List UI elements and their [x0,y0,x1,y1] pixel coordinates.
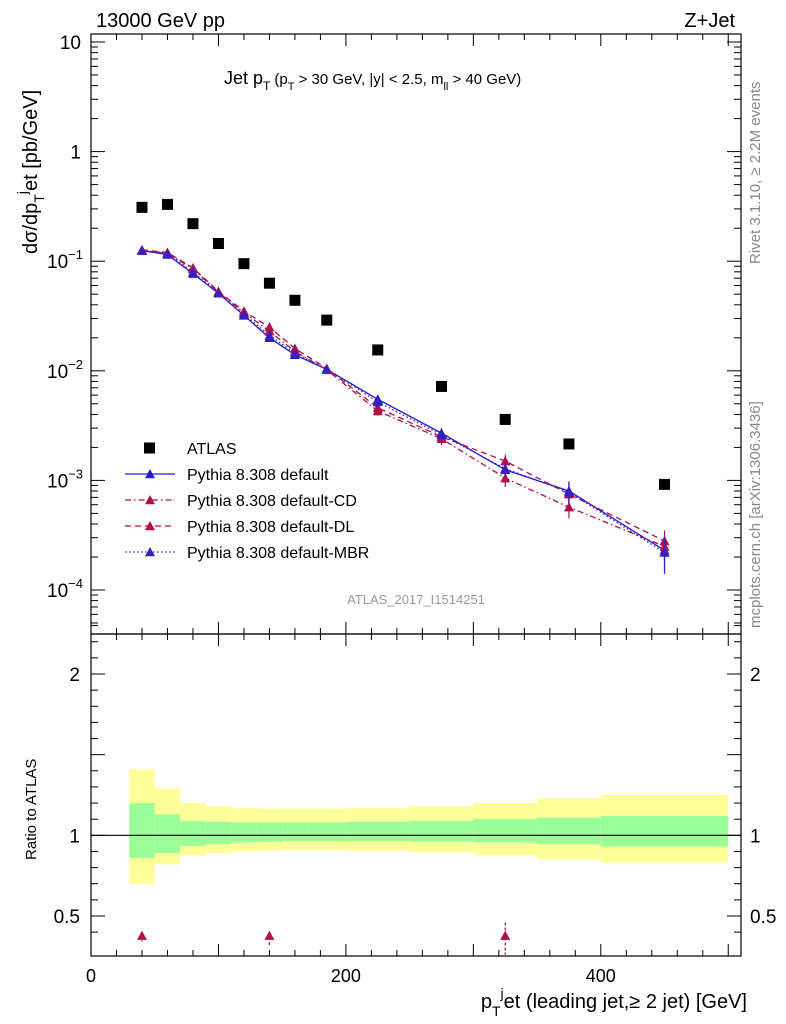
ratio-y-tick-label-right: 0.5 [750,907,776,928]
marker-mbr [136,245,147,255]
ratio-marker [136,930,147,940]
rivet-label: Rivet 3.1.10, ≥ 2.2M events [747,82,764,265]
data-point [499,413,511,425]
header-left: 13000 GeV pp [96,10,225,32]
x-tick-label: 0 [86,966,96,986]
band-inner [231,822,257,843]
band-inner [256,822,283,842]
legend-label: Pythia 8.308 default [187,467,329,484]
mcplots-label: mcplots.cern.ch [arXiv:1306.3436] [747,401,764,628]
marker-mbr [659,547,670,557]
y-tick-label: 10−3 [47,466,83,492]
data-point [238,258,250,270]
y-tick-label: 10 [60,33,81,54]
data-point [435,380,447,392]
legend-marker [145,495,155,505]
band-inner [129,803,155,858]
ratio-marker [264,930,275,940]
marker-mbr [213,288,224,298]
marker-dl [372,402,383,413]
legend-label: Pythia 8.308 default-CD [187,493,357,510]
ratio-y-tick-label-right: 2 [750,665,761,686]
marker-mbr [321,363,332,374]
marker-mbr [162,248,173,258]
marker-mbr [264,330,275,340]
legend-marker [145,547,155,557]
band-inner [205,821,232,845]
ratio-markers-group [136,922,511,955]
x-axis-label: pTjet (leading jet,≥ 2 jet) [GeV] [481,985,747,1019]
ratio-y-tick-label: 0.5 [54,907,80,928]
x-tick-label: 200 [331,966,361,986]
legend-label: Pythia 8.308 default-DL [187,519,354,536]
y-tick-label: 10−1 [47,247,83,273]
data-point [263,277,275,289]
band-inner [345,821,410,841]
band-inner [282,822,308,841]
legend-label: Pythia 8.308 default-MBR [187,545,369,562]
main-series-group [136,198,671,574]
ratio-error-bands [129,769,729,884]
marker-dl [289,343,300,353]
marker-dl [264,322,275,332]
legend-marker-data [144,442,155,454]
x-tick-label: 400 [586,966,616,986]
data-point [136,201,148,213]
ratio-marker [500,930,511,940]
data-point [187,218,199,230]
legend-marker [145,521,155,531]
marker-mbr [372,396,383,407]
data-point [563,438,575,450]
band-inner [180,820,206,846]
marker-dl [500,456,511,466]
y-tick-label: 10−2 [47,357,83,383]
analysis-id: ATLAS_2017_I1514251 [347,592,485,607]
data-point [321,314,333,326]
band-inner [307,822,346,841]
legend-label: ATLAS [187,441,237,458]
main-plot-frame [90,33,742,635]
header-right: Z+Jet [684,10,735,32]
y-tick-label: 10−4 [47,576,83,602]
main-title: Jet pT (pT > 30 GeV, |y| < 2.5, mll > 40 … [224,68,521,93]
marker-mbr [187,266,198,277]
marker-cd [563,502,574,512]
data-point [289,294,301,306]
marker-mbr [238,308,249,319]
ratio-y-tick-label-right: 1 [750,826,761,847]
legend-marker [145,469,155,479]
y-axis-label-main: dσ/dpTjet [pb/GeV] [14,90,47,254]
marker-mbr [563,487,574,497]
data-point [212,238,224,250]
band-inner [473,819,538,843]
y-tick-label: 1 [70,143,81,164]
band-inner [154,814,181,854]
ratio-y-tick-label: 1 [69,826,80,847]
band-inner [409,820,474,842]
marker-mbr [289,348,300,358]
ratio-plot-frame [90,633,742,957]
marker-mbr [436,429,447,440]
data-point [372,344,384,356]
data-point [659,478,671,490]
axes-ticks: 0 200 400 10−4 10−3 10−2 10−1 1 10 0.5 0.5 1 1 2 2 [47,33,776,986]
marker-mbr [500,463,511,473]
band-inner [600,815,729,847]
marker-cd [500,473,511,483]
ratio-y-tick-label: 2 [69,665,80,686]
data-point [161,198,173,210]
y-axis-label-ratio: Ratio to ATLAS [23,759,40,860]
band-inner [537,817,601,845]
legend: ATLAS Pythia 8.308 default Pythia 8.308 de… [125,441,369,562]
